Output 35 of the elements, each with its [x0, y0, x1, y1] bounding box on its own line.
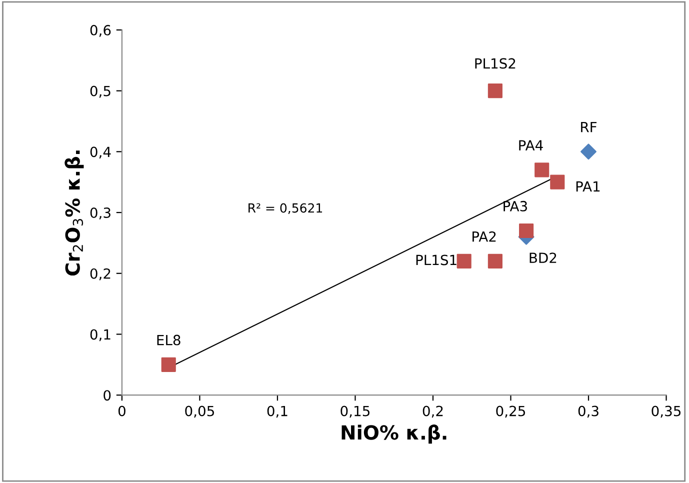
y-axis-title: Cr$_{2}$O$_{3}$% κ.β. — [64, 150, 84, 276]
x-axis-title: NiO% κ.β. — [342, 424, 446, 444]
point — [550, 174, 565, 190]
x-tick-label: 0,1 — [267, 406, 288, 418]
annotation: BD2 — [530, 252, 556, 263]
annotation: RF — [581, 122, 597, 132]
annotation: PA2 — [472, 231, 496, 242]
point — [580, 144, 596, 160]
x-tick-label: 0,2 — [422, 406, 443, 418]
point — [534, 162, 550, 178]
annotation: R² = 0,5621 — [248, 203, 322, 214]
y-tick-label: 0 — [104, 390, 111, 401]
y-tick-label: 0,4 — [90, 146, 111, 159]
point — [456, 254, 472, 268]
point — [488, 84, 502, 98]
y-tick-label: 0,1 — [90, 329, 110, 342]
point — [488, 254, 502, 268]
point — [161, 357, 176, 372]
annotation: PL1S2 — [475, 58, 516, 69]
annotation: PA1 — [576, 181, 600, 192]
annotation: PA4 — [519, 140, 543, 150]
annotation: PL1S1 — [416, 254, 456, 266]
x-tick-label: 0,25 — [496, 406, 525, 418]
annotation: PA3 — [504, 200, 527, 212]
x-tick-label: 0,15 — [340, 406, 370, 418]
y-tick-label: 0,5 — [90, 86, 110, 98]
annotation: EL8 — [157, 334, 180, 346]
y-tick-label: 0,3 — [90, 207, 110, 220]
x-tick-label: 0 — [118, 406, 126, 416]
y-tick-label: 0,6 — [90, 24, 111, 37]
y-tick-label: 0,2 — [90, 268, 110, 280]
x-tick-label: 0,3 — [578, 406, 598, 418]
point — [519, 223, 534, 238]
x-tick-label: 0,05 — [185, 406, 214, 418]
x-tick-label: 0,35 — [652, 406, 681, 418]
